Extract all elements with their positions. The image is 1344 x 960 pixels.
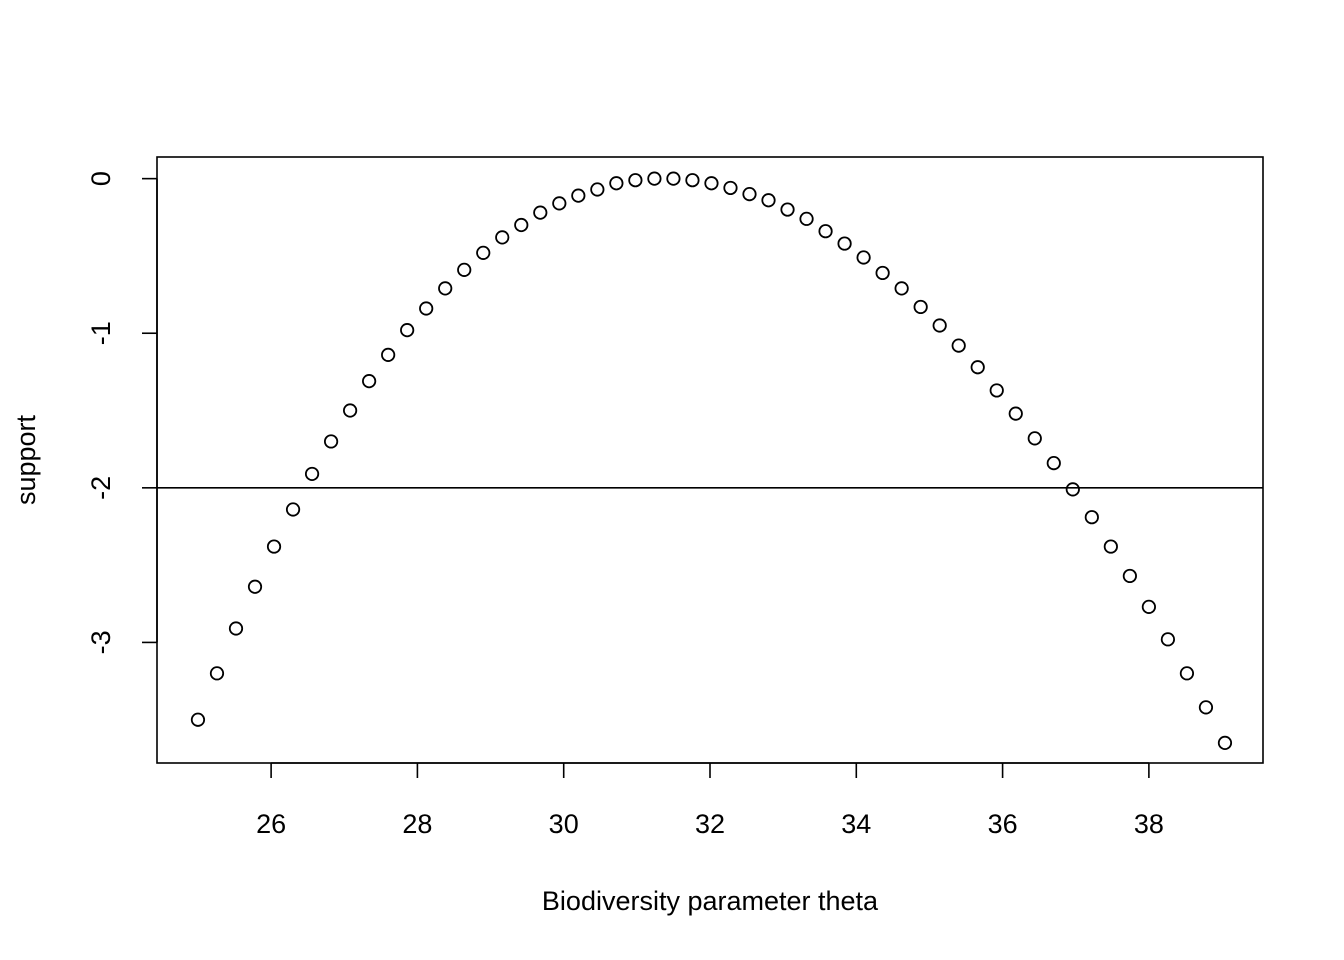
data-point: [970, 360, 985, 375]
data-point: [989, 383, 1004, 398]
data-point: [609, 176, 624, 191]
data-point: [228, 621, 244, 636]
data-point: [628, 173, 643, 188]
y-axis: 0 -1 -2 -3: [86, 171, 158, 654]
data-point: [723, 180, 738, 196]
x-tick-label: 36: [988, 809, 1018, 839]
x-axis-label: Biodiversity parameter theta: [542, 886, 879, 916]
data-point: [1084, 510, 1099, 525]
x-tick-label: 38: [1134, 809, 1164, 839]
data-point: [1141, 599, 1156, 614]
data-point: [495, 230, 510, 245]
data-point: [799, 211, 814, 226]
x-tick-label: 34: [841, 809, 871, 839]
data-point: [533, 205, 548, 220]
data-point: [647, 171, 662, 186]
data-point: [818, 224, 833, 239]
data-point: [1027, 431, 1042, 446]
data-point: [856, 250, 871, 265]
data-point: [362, 374, 377, 389]
data-point: [1065, 482, 1080, 497]
data-point: [247, 579, 263, 594]
data-points: [190, 171, 1233, 751]
x-tick-label: 32: [695, 809, 725, 839]
data-point: [476, 245, 491, 260]
data-point: [590, 182, 605, 197]
data-point: [343, 403, 358, 418]
data-point: [323, 434, 339, 449]
data-point: [552, 196, 567, 211]
y-tick-label: -1: [86, 321, 116, 345]
data-point: [457, 262, 472, 277]
x-tick-label: 26: [256, 809, 286, 839]
data-point: [190, 712, 206, 727]
data-point: [266, 539, 282, 554]
data-point: [837, 236, 852, 251]
data-point: [400, 323, 415, 338]
data-point: [875, 265, 890, 281]
data-point: [932, 318, 947, 333]
data-point: [381, 347, 396, 362]
data-point: [1160, 632, 1176, 647]
data-point: [571, 188, 586, 203]
data-point: [1179, 666, 1195, 681]
data-point: [742, 187, 757, 202]
data-point: [704, 176, 719, 191]
data-point: [419, 301, 434, 316]
data-point: [1217, 735, 1233, 751]
data-point: [761, 193, 776, 208]
data-point: [913, 299, 928, 315]
data-point: [514, 217, 529, 233]
data-point: [1046, 455, 1061, 471]
data-point: [438, 281, 453, 296]
data-point: [1103, 539, 1118, 554]
y-axis-label: support: [11, 414, 41, 505]
data-point: [1122, 568, 1137, 584]
data-point: [1198, 700, 1214, 715]
data-point: [951, 338, 966, 353]
y-tick-label: -3: [86, 630, 116, 654]
x-tick-label: 28: [402, 809, 432, 839]
x-tick-label: 30: [549, 809, 579, 839]
plot-frame: [156, 156, 1264, 764]
data-point: [894, 281, 909, 296]
y-tick-label: 0: [86, 171, 116, 186]
data-point: [780, 202, 795, 217]
data-point: [666, 171, 681, 186]
data-point: [685, 173, 700, 188]
data-point: [209, 666, 225, 681]
x-axis: 26 28 30 32 34 36 38: [256, 762, 1164, 839]
data-point: [1008, 406, 1023, 421]
data-point: [285, 502, 301, 517]
data-point: [304, 466, 320, 482]
y-tick-label: -2: [86, 476, 116, 500]
